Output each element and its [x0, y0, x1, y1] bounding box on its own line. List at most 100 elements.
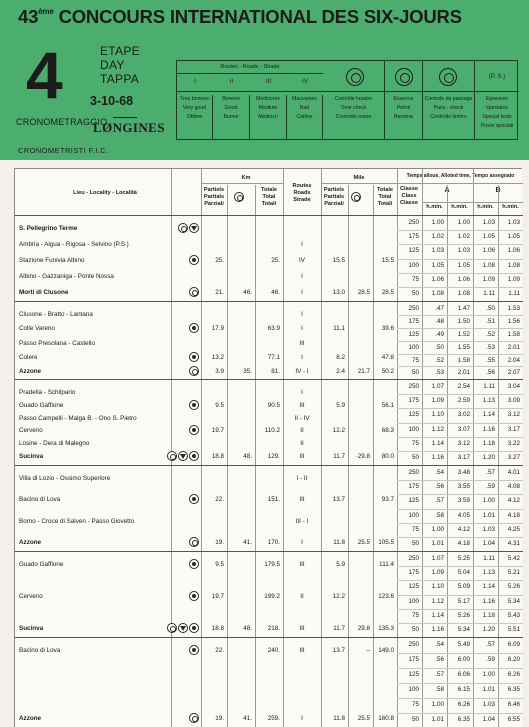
legend-text: Controle de passage	[424, 96, 473, 102]
green-header: 43ème CONCOURS INTERNATIONAL DES SIX-JOU…	[0, 0, 529, 160]
time-b-total: 1.58	[507, 331, 520, 338]
time-a-partial: 1.06	[431, 276, 444, 283]
location-name: Cerveno	[19, 593, 43, 600]
class: 125	[408, 497, 419, 504]
mile-total: 15.5	[381, 257, 394, 264]
road-class: I	[301, 273, 303, 280]
funnel-icon	[178, 451, 188, 461]
time-b-total: 1.11	[508, 290, 520, 297]
time-b-total: 4.25	[507, 526, 520, 533]
legend-text: Good	[224, 105, 238, 111]
time-b-total: 3.22	[507, 440, 520, 447]
legend-col-4: Mauvaises Bad Cattive	[287, 95, 323, 140]
class: 50	[411, 626, 419, 633]
clock-icon	[189, 713, 199, 723]
time-a-partial: 1.14	[431, 440, 444, 447]
col-header-classe: Classe Class Classe	[397, 186, 421, 207]
time-a-partial: 1.00	[431, 701, 444, 708]
time-row-line	[397, 366, 523, 367]
km-clock: 46.	[243, 289, 252, 296]
legend-text: Mediocri	[258, 114, 278, 120]
pass-check-icon	[189, 591, 199, 601]
class: 250	[408, 305, 419, 312]
grid-vline	[422, 169, 423, 727]
class: 125	[408, 671, 419, 678]
road-class: I	[301, 289, 303, 296]
time-b-total: 6.35	[507, 686, 520, 693]
legend-text: Epreuves speciales	[486, 96, 508, 111]
legend-text: Bonnes	[222, 96, 240, 102]
header-line: Partials	[203, 194, 225, 200]
km-total: 218.	[267, 625, 280, 632]
mile-partial: 13.7	[332, 647, 345, 654]
time-a-partial: .54	[435, 641, 444, 648]
road-class: I	[301, 241, 303, 248]
location-name: Colle Vareno	[19, 325, 55, 332]
time-a-partial: 1.10	[431, 583, 444, 590]
class: 250	[408, 641, 419, 648]
col-header-b-hmin-2: h.min.	[502, 204, 519, 210]
time-row-line	[397, 494, 523, 495]
time-a-partial: .56	[435, 483, 444, 490]
time-a-partial: .50	[435, 344, 444, 351]
road-class: III	[299, 647, 305, 654]
time-b-total: 1.05	[507, 233, 520, 240]
km-total: 63.9	[267, 325, 280, 332]
time-a-total: 2.59	[457, 397, 470, 404]
legend-road-iv: IV	[302, 79, 308, 85]
pass-check-icon	[189, 494, 199, 504]
location-name: Cerveno	[19, 427, 43, 434]
class: 125	[408, 331, 419, 338]
grid-hline	[397, 183, 523, 184]
location-name: Ambria - Algua - Rigosa - Selvino (P.S.)	[19, 241, 129, 248]
time-a-total: 4.18	[457, 540, 470, 547]
time-b-total: 4.01	[507, 469, 520, 476]
class: 100	[408, 598, 419, 605]
legend-text: Mauvaises	[292, 96, 317, 102]
time-row-line	[397, 244, 523, 245]
clock-icon	[189, 537, 199, 547]
time-b-partial: 1.20	[482, 626, 495, 633]
grid-vline	[498, 185, 499, 727]
time-a-partial: .52	[435, 357, 444, 364]
time-a-total: 1.08	[457, 290, 470, 297]
time-a-total: 2.01	[457, 369, 470, 376]
legend-text: Contrôle horaire	[334, 96, 373, 102]
time-row-line	[397, 698, 523, 699]
legend-ps: (P. S.)	[488, 74, 506, 80]
mile-total: 105.5	[378, 539, 394, 546]
time-a-total: 3.02	[457, 411, 470, 418]
time-b-total: 6.26	[507, 671, 520, 678]
time-b-partial: 1.01	[482, 512, 495, 519]
class: 250	[408, 555, 419, 562]
grid-vline	[201, 169, 202, 727]
col-header-km: Km	[241, 175, 251, 181]
header-line: Parziali	[324, 201, 344, 207]
mile-total: 123.6	[378, 593, 394, 600]
mile-clock: 29.8	[357, 625, 370, 632]
time-b-partial: .59	[486, 483, 495, 490]
col-header-mile: Mile	[353, 175, 365, 181]
road-class: III	[299, 496, 305, 503]
time-a-partial: .54	[435, 469, 444, 476]
header-line: Partiels	[203, 187, 225, 193]
time-a-total: 5.34	[457, 626, 470, 633]
time-b-partial: 1.13	[482, 397, 495, 404]
class: 175	[408, 233, 419, 240]
time-a-partial: .58	[435, 512, 444, 519]
time-a-partial: 1.07	[431, 555, 444, 562]
time-a-partial: .58	[435, 686, 444, 693]
header-line: Totali	[377, 201, 393, 207]
legend-text: Tres bonnes	[180, 96, 209, 102]
pass-check-icon	[189, 451, 199, 461]
time-a-partial: 1.12	[431, 426, 444, 433]
time-row-line	[397, 595, 523, 596]
time-row-line	[397, 653, 523, 654]
time-a-total: 5.09	[457, 583, 470, 590]
class: 100	[408, 344, 419, 351]
mile-total: 50.2	[381, 368, 394, 375]
km-partial: 22.	[215, 647, 224, 654]
time-a-total: 3.17	[457, 454, 470, 461]
time-b-total: 1.08	[507, 262, 520, 269]
road-class: II	[300, 593, 304, 600]
